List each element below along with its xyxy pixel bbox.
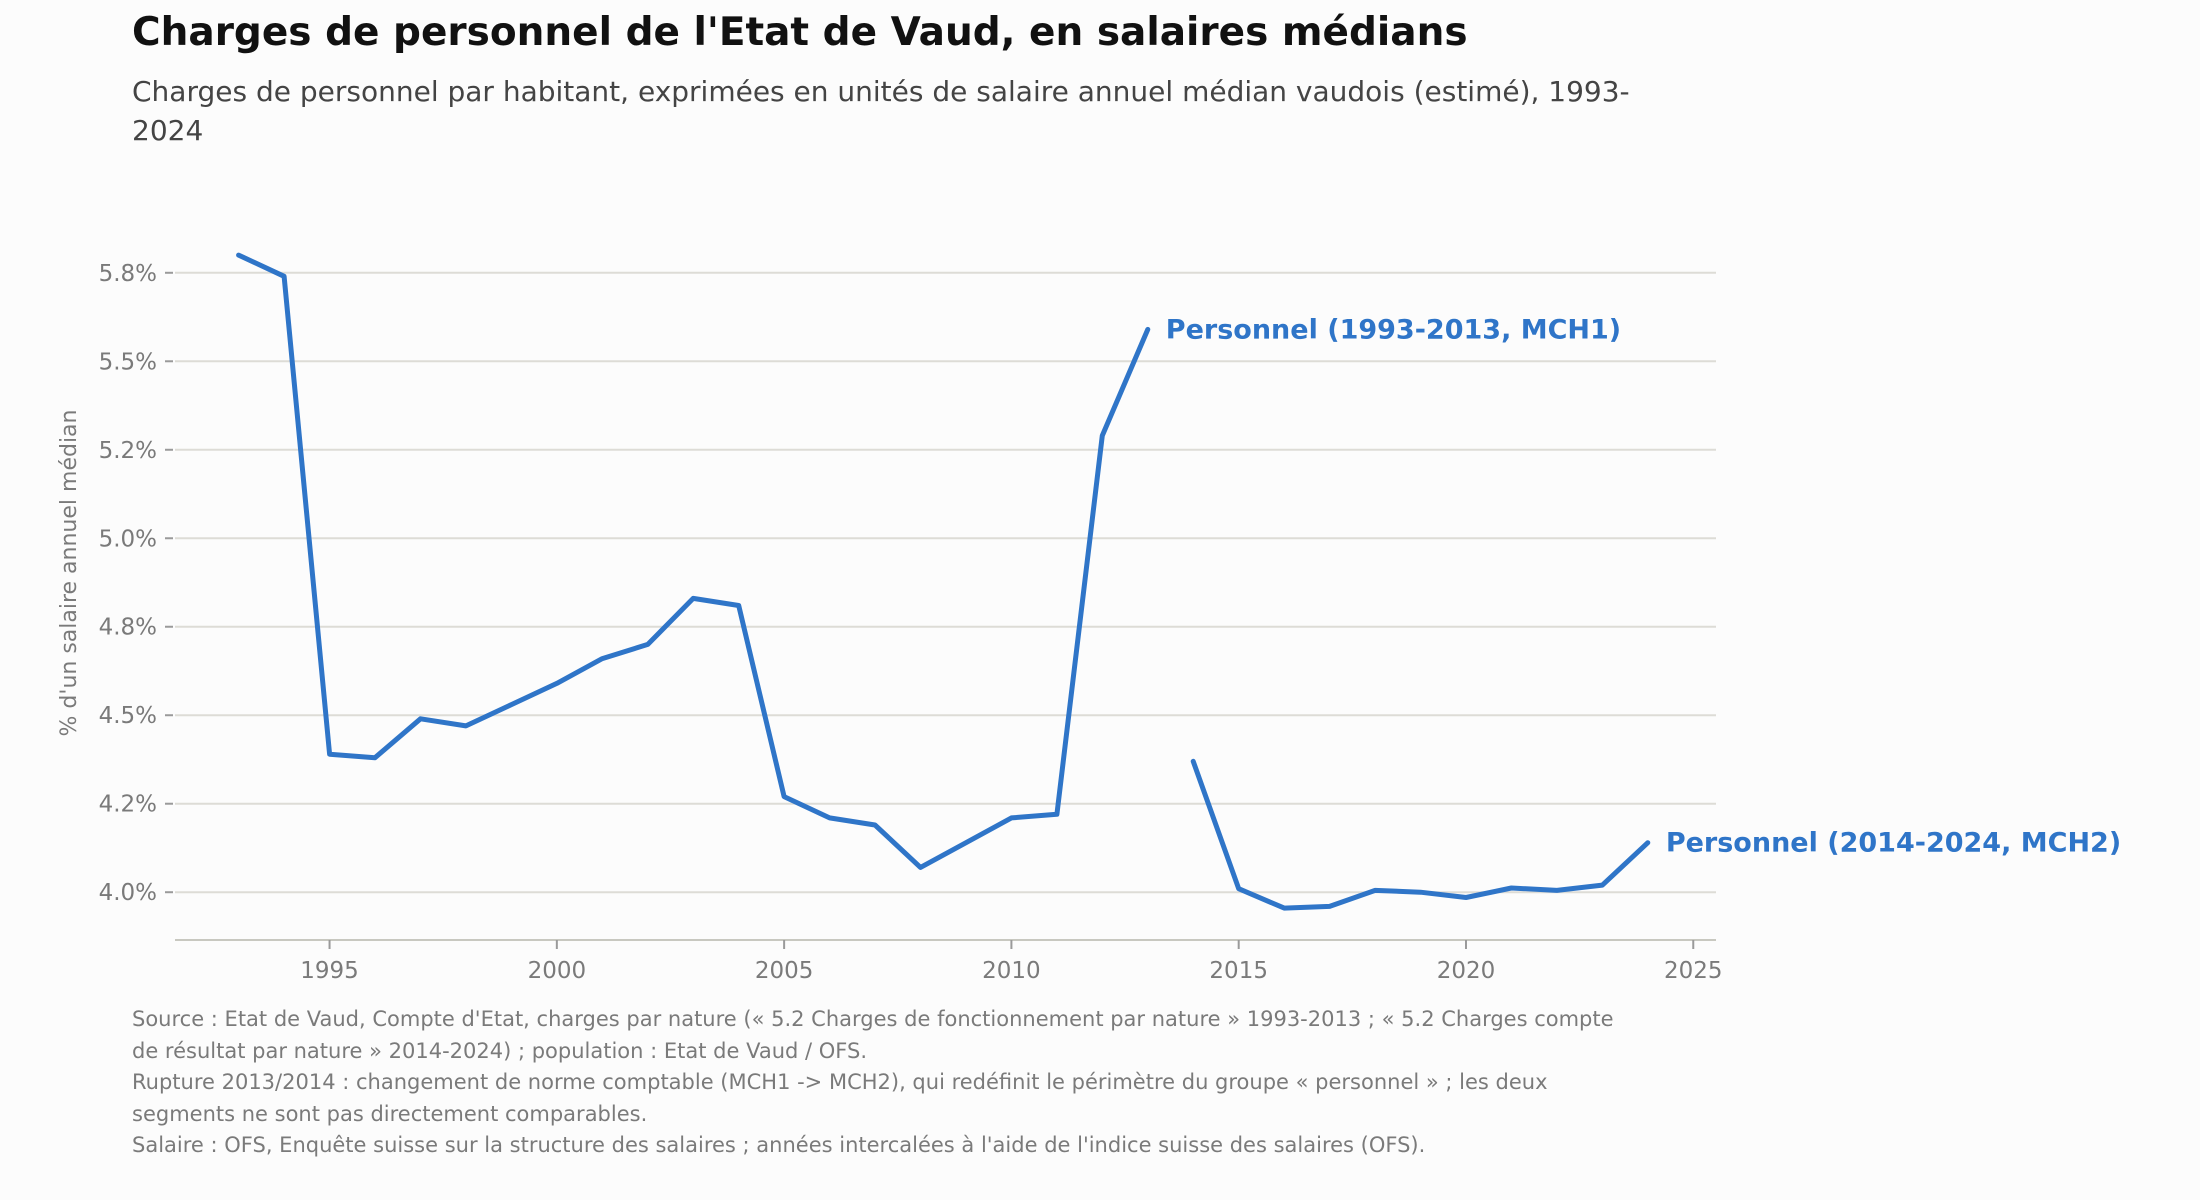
series-end-label-2: Personnel (2014-2024, MCH2) bbox=[1666, 828, 2121, 859]
source-notes: Source : Etat de Vaud, Compte d'Etat, ch… bbox=[132, 1004, 1632, 1162]
x-tick-label: 2005 bbox=[755, 958, 814, 984]
x-tick-label: 2010 bbox=[982, 958, 1041, 984]
y-tick-label: 5.8% bbox=[99, 261, 157, 287]
x-tick-label: 2015 bbox=[1209, 958, 1268, 984]
y-tick-label: 4.8% bbox=[99, 615, 157, 641]
series-labels: Personnel (1993-2013, MCH1) Personnel (20… bbox=[1166, 314, 2121, 858]
y-tick-label: 4.5% bbox=[99, 703, 157, 729]
chart-subtitle: Charges de personnel par habitant, expri… bbox=[132, 75, 1630, 147]
note-source: Source : Etat de Vaud, Compte d'Etat, ch… bbox=[132, 1007, 1614, 1063]
note-salaire: Salaire : OFS, Enquête suisse sur la str… bbox=[132, 1133, 1426, 1157]
series-line-1 bbox=[236, 252, 1151, 870]
y-tick-label: 4.0% bbox=[99, 880, 157, 906]
y-tick-label: 5.2% bbox=[99, 438, 157, 464]
x-tick-label: 2025 bbox=[1664, 958, 1723, 984]
chart-title: Charges de personnel de l'Etat de Vaud, … bbox=[132, 10, 1468, 55]
y-tick-label: 5.0% bbox=[99, 526, 157, 552]
y-tick-label: 4.2% bbox=[99, 792, 157, 818]
y-tick-label: 5.5% bbox=[99, 349, 157, 375]
series-lines bbox=[236, 252, 1651, 911]
y-axis-label: % d'un salaire annuel médian bbox=[57, 410, 82, 737]
series-end-label-1: Personnel (1993-2013, MCH1) bbox=[1166, 314, 1621, 345]
x-tick-label: 2000 bbox=[528, 958, 587, 984]
series-line-2 bbox=[1190, 758, 1651, 911]
note-rupture: Rupture 2013/2014 : changement de norme … bbox=[132, 1070, 1548, 1126]
x-tick-label: 2020 bbox=[1437, 958, 1496, 984]
line-chart: 4.0% 4.2% 4.5% 4.8% 5.0% 5.2% 5.5% 5.8% 1995 2000… bbox=[57, 252, 2121, 984]
axes: 4.0% 4.2% 4.5% 4.8% 5.0% 5.2% 5.5% 5.8% 1995 2000… bbox=[99, 261, 1723, 984]
x-tick-label: 1995 bbox=[300, 958, 359, 984]
grid-lines bbox=[175, 271, 1716, 894]
